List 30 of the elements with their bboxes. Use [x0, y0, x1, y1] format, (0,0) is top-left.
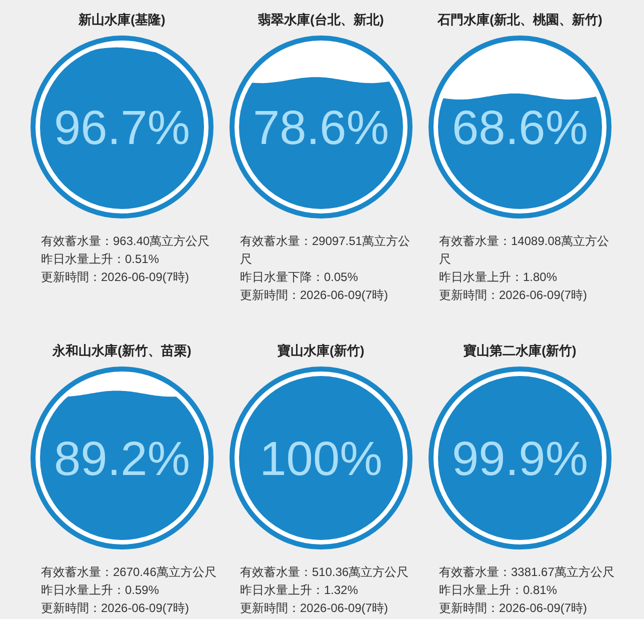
data-label: 68.6% [452, 102, 588, 155]
text: 更新時間：2026-06-09(7時) [41, 601, 190, 615]
text: 昨日水量上升：0.59% [41, 583, 160, 597]
text: 昨日水量上升：1.80% [439, 270, 558, 284]
text: 昨日水量上升：0.81% [439, 583, 558, 597]
text: 寶山水庫(新竹) [276, 343, 364, 358]
data-label: 100% [260, 433, 382, 486]
text: 有效蓄水量：14089.08萬立方公尺 [439, 234, 610, 266]
data-label: 78.6% [252, 102, 390, 155]
text: 有效蓄水量：3381.67萬立方公尺 [439, 565, 614, 579]
text: 有效蓄水量：2670.46萬立方公尺 [41, 565, 216, 579]
text: 有效蓄水量：963.40萬立方公尺 [41, 234, 210, 248]
text: 更新時間：2026-06-09(7時) [439, 601, 588, 615]
text: 永和山水庫(新竹、苗栗) [52, 343, 192, 358]
text: 有效蓄水量：29097.51萬立方公尺 [240, 234, 410, 266]
text: 新山水庫(基隆) [78, 12, 166, 27]
text: 翡翠水庫(台北、新北) [257, 12, 384, 27]
text: 更新時間：2026-06-09(7時) [439, 288, 588, 302]
text: 石門水庫(新北、桃園、新竹) [436, 12, 602, 27]
text: 更新時間：2026-06-09(7時) [240, 288, 388, 302]
text: 有效蓄水量：510.36萬立方公尺 [240, 565, 409, 579]
data-label: 96.7% [54, 102, 190, 155]
text: 更新時間：2026-06-09(7時) [240, 601, 388, 615]
text: 昨日水量上升：0.51% [41, 252, 160, 266]
text: 昨日水量下降：0.05% [240, 270, 358, 284]
text: 昨日水量上升：1.32% [240, 583, 358, 597]
text: 寶山第二水庫(新竹) [462, 343, 576, 358]
text: 更新時間：2026-06-09(7時) [41, 270, 190, 284]
data-label: 89.2% [54, 433, 190, 486]
data-label: 99.9% [452, 433, 588, 486]
